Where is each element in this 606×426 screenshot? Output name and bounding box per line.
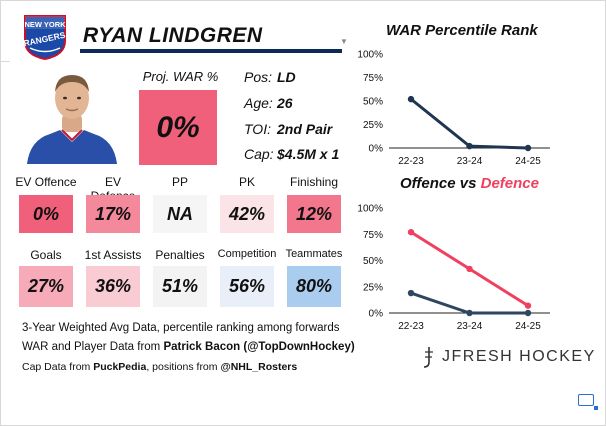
- x-tick-label: 23-24: [457, 156, 483, 167]
- metric-label-finishing: Finishing: [289, 175, 339, 189]
- metric-value-pp: NA: [153, 195, 207, 233]
- brand-text: JFRESH HOCKEY: [442, 348, 596, 365]
- info-key: TOI:: [244, 121, 271, 137]
- nhl-rosters-link: @NHL_Rosters: [220, 361, 298, 373]
- info-key: Pos:: [244, 69, 273, 85]
- metric-value-ev-offence: 0%: [19, 195, 73, 233]
- info-value: LD: [277, 69, 296, 85]
- offence-defence-chart: 0% 25% 50% 75% 100% 22-23 23-24 24-25: [357, 204, 550, 332]
- note-war-source-prefix: WAR and Player Data from: [22, 341, 164, 353]
- quick-analysis-icon[interactable]: [578, 394, 598, 410]
- data-point-defence: [407, 228, 415, 236]
- data-point-offence: [407, 289, 415, 297]
- metric-label-pk: PK: [238, 175, 255, 189]
- player-name: RYAN LINDGREN: [83, 24, 263, 47]
- data-point-defence: [466, 265, 473, 273]
- metric-label-pp: PP: [171, 175, 188, 189]
- y-tick-label: 50%: [363, 256, 383, 267]
- metric-label-teammates: Teammates: [285, 248, 343, 260]
- metric-label-goals: Goals: [30, 248, 62, 262]
- info-value: 26: [277, 95, 293, 111]
- puckpedia-link: PuckPedia: [93, 361, 147, 373]
- note-cap-prefix: Cap Data from: [22, 361, 94, 373]
- x-tick-label: 24-25: [515, 156, 541, 167]
- y-tick-label: 25%: [363, 282, 383, 293]
- x-tick-label: 22-23: [398, 156, 424, 167]
- x-tick-label: 22-23: [398, 321, 424, 332]
- y-tick-label: 75%: [363, 230, 383, 241]
- metric-value-pk: 42%: [220, 195, 274, 233]
- metric-label-competition: Competition: [217, 248, 277, 260]
- y-tick-label: 25%: [363, 120, 383, 131]
- metric-value-teammates: 80%: [287, 266, 341, 307]
- metric-label-penalties: Penalties: [155, 248, 205, 262]
- war-source-link: Patrick Bacon (@TopDownHockey): [163, 341, 355, 353]
- data-point-war: [466, 142, 473, 150]
- rangers-logo: NEW YORK RANGERS: [23, 15, 67, 61]
- logo-text-top: NEW YORK: [24, 20, 66, 29]
- metric-value-1st-assists: 36%: [86, 266, 140, 307]
- metric-label-ev-offence: EV Offence: [15, 175, 77, 189]
- sheet-gridline: [0, 61, 10, 62]
- x-tick-label: 23-24: [457, 321, 483, 332]
- chart2-title-part1: Offence vs: [400, 175, 481, 192]
- info-value: $4.5M x 1: [277, 146, 340, 162]
- proj-war-value: 0%: [139, 90, 217, 165]
- name-underline: [80, 49, 342, 53]
- data-point-defence: [524, 302, 532, 309]
- chart1-title: WAR Percentile Rank: [386, 22, 538, 39]
- data-point-offence: [466, 309, 473, 317]
- chart2-title-part2: Defence: [480, 175, 539, 192]
- player-photo: [27, 75, 117, 164]
- note-cap-mid: , positions from: [146, 361, 221, 373]
- metric-value-ev-defence: 17%: [86, 195, 140, 233]
- proj-war-label: Proj. WAR %: [142, 69, 219, 84]
- info-key: Age:: [244, 95, 273, 111]
- war-percentile-chart: 0% 25% 50% 75% 100% 22-23 23-24 24-25: [357, 50, 550, 167]
- metric-value-goals: 27%: [19, 266, 73, 307]
- y-tick-label: 100%: [357, 204, 383, 215]
- data-point-war: [524, 144, 532, 152]
- info-value: 2nd Pair: [277, 121, 333, 137]
- chart2-title: Offence vs Defence: [400, 175, 539, 192]
- brand: JFRESH HOCKEY: [422, 346, 596, 368]
- y-tick-label: 75%: [363, 73, 383, 84]
- note-war-source: WAR and Player Data from Patrick Bacon (…: [22, 341, 355, 353]
- data-point-offence: [524, 309, 532, 317]
- data-point-war: [407, 95, 415, 103]
- y-tick-label: 50%: [363, 97, 383, 108]
- y-tick-label: 0%: [369, 144, 384, 155]
- info-key: Cap:: [244, 146, 274, 162]
- metric-label-1st-assists: 1st Assists: [84, 248, 142, 262]
- series-line-war: [410, 97, 529, 150]
- metric-value-penalties: 51%: [153, 266, 207, 307]
- jfresh-logo-icon: [423, 347, 433, 368]
- y-tick-label: 0%: [369, 309, 384, 320]
- metric-value-finishing: 12%: [287, 195, 341, 233]
- y-tick-label: 100%: [357, 50, 383, 61]
- dropdown-caret-icon[interactable]: ▼: [340, 37, 348, 46]
- x-tick-label: 24-25: [515, 321, 541, 332]
- metric-value-competition: 56%: [220, 266, 274, 307]
- note-methodology: 3-Year Weighted Avg Data, percentile ran…: [22, 322, 340, 334]
- note-cap-source: Cap Data from PuckPedia, positions from …: [22, 361, 297, 373]
